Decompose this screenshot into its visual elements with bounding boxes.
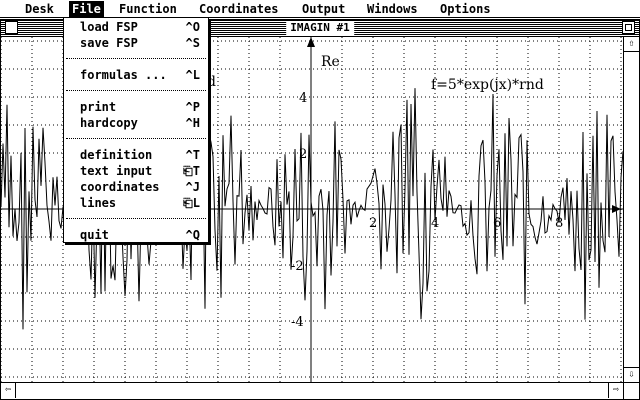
menu-function[interactable]: Function [119,2,177,16]
menu-item-load-fsp[interactable]: load FSP ^O [80,20,200,34]
scroll-right-icon[interactable]: ⇨ [608,383,623,398]
resize-box-icon[interactable] [623,382,639,399]
menu-windows[interactable]: Windows [367,2,418,16]
axis-label-re: Re [321,54,340,70]
scroll-up-icon[interactable]: ⇧ [624,37,639,52]
menu-separator [66,138,206,139]
x-tick-label: 4 [431,216,439,231]
y-tick-label: 4 [299,91,307,106]
tick-labels: 2 4 6 8 4 2 -2 -4 [291,91,563,330]
window-title: IMAGIN #1 [286,21,354,35]
menu-desk[interactable]: Desk [25,2,54,16]
vertical-scrollbar[interactable]: ⇧ ⇩ [623,37,639,382]
fullsize-box-icon[interactable] [622,21,635,34]
y-tick-label: -2 [291,259,304,274]
menu-item-quit[interactable]: quit ^Q [80,228,200,242]
menu-coordinates[interactable]: Coordinates [199,2,279,16]
y-tick-label: -4 [291,315,304,330]
menu-file[interactable]: File [69,1,104,17]
x-tick-label: 8 [555,216,563,231]
menu-item-save-fsp[interactable]: save FSP ^S [80,36,200,50]
partial-text: d [207,74,216,90]
menu-item-coordinates[interactable]: coordinates ^J [80,180,200,194]
menu-item-definition[interactable]: definition ^T [80,148,200,162]
menu-output[interactable]: Output [302,2,346,16]
file-menu-dropdown: load FSP ^O save FSP ^S formulas ... ^L … [63,17,209,243]
horizontal-scrollbar[interactable]: ⇦ ⇨ [1,382,623,399]
scroll-down-icon[interactable]: ⇩ [624,367,639,382]
x-tick-label: 6 [493,216,501,231]
menu-bar: Desk File Function Coordinates Output Wi… [0,0,640,18]
menu-separator [66,218,206,219]
menu-item-text-input[interactable]: text input ⎗T [80,164,200,178]
imagin-window: IMAGIN #1 2 4 6 8 4 2 -2 -4 Re f=5*exp(jx)*rnd … [0,19,640,400]
y-axis-arrow-icon [307,37,315,47]
scroll-left-icon[interactable]: ⇦ [1,383,16,398]
menu-item-formulas[interactable]: formulas ... ^L [80,68,200,82]
close-box-icon[interactable] [5,21,18,34]
menu-item-hardcopy[interactable]: hardcopy ^H [80,116,200,130]
menu-item-lines[interactable]: lines ⎗L [80,196,200,210]
menu-separator [66,90,206,91]
signal-line [1,88,623,330]
formula-label: f=5*exp(jx)*rnd [431,77,544,93]
x-tick-label: 2 [369,216,377,231]
y-tick-label: 2 [299,147,307,162]
menu-separator [66,58,206,59]
menu-options[interactable]: Options [440,2,491,16]
menu-item-print[interactable]: print ^P [80,100,200,114]
